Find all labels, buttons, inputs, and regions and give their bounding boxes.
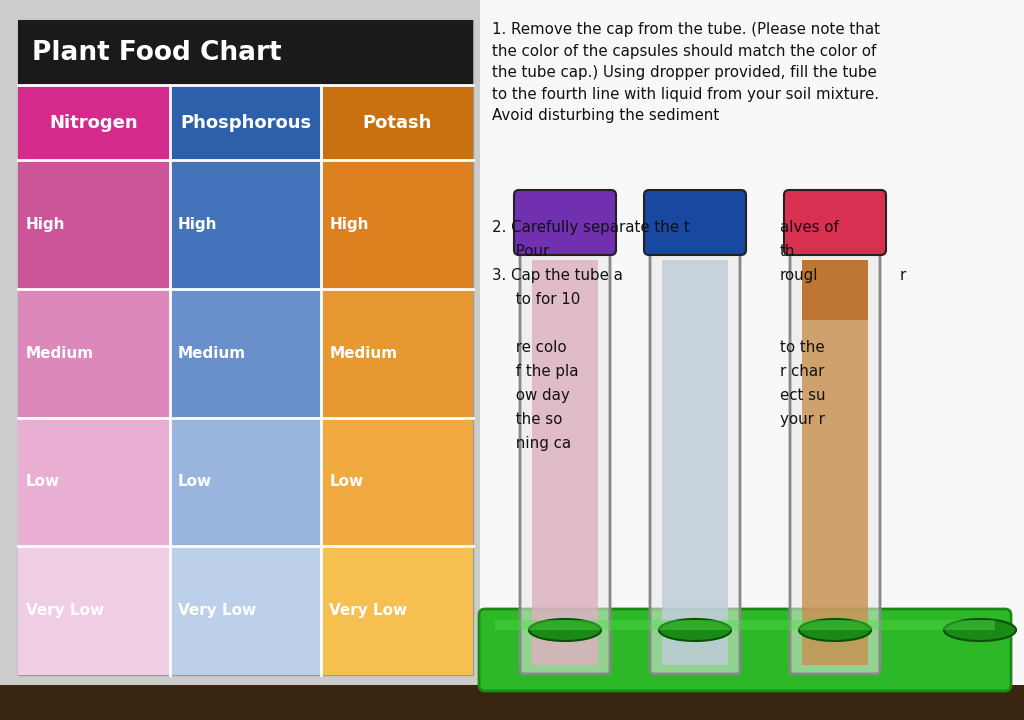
- Bar: [662, 260, 728, 665]
- Bar: [170, 546, 322, 675]
- Text: Nitrogen: Nitrogen: [49, 114, 138, 132]
- Text: Plant Food Chart: Plant Food Chart: [32, 40, 282, 66]
- Text: to the: to the: [780, 340, 824, 355]
- Bar: [18, 418, 170, 546]
- Text: Low: Low: [330, 474, 364, 490]
- Bar: [322, 85, 473, 160]
- Text: ow day: ow day: [492, 388, 569, 403]
- Bar: [322, 160, 473, 289]
- Bar: [170, 289, 322, 418]
- Text: Very Low: Very Low: [330, 603, 408, 618]
- Text: rougl: rougl: [780, 268, 818, 283]
- Text: Phosphorous: Phosphorous: [180, 114, 311, 132]
- Text: r char: r char: [780, 364, 824, 379]
- Ellipse shape: [529, 619, 601, 641]
- Text: Low: Low: [178, 474, 212, 490]
- Text: Medium: Medium: [26, 346, 94, 361]
- Text: High: High: [26, 217, 66, 232]
- Bar: [532, 260, 598, 665]
- Text: re colo: re colo: [492, 340, 566, 355]
- FancyBboxPatch shape: [520, 246, 610, 674]
- Bar: [322, 418, 473, 546]
- FancyBboxPatch shape: [650, 246, 740, 674]
- Bar: [170, 85, 322, 160]
- FancyBboxPatch shape: [644, 190, 746, 255]
- Bar: [170, 160, 322, 289]
- Text: 1. Remove the cap from the tube. (Please note that
the color of the capsules sho: 1. Remove the cap from the tube. (Please…: [492, 22, 880, 123]
- Bar: [322, 546, 473, 675]
- FancyBboxPatch shape: [514, 190, 616, 255]
- Text: the so: the so: [492, 412, 562, 427]
- Bar: [18, 20, 473, 85]
- Bar: [18, 160, 170, 289]
- Text: 2. Carefully separate the t: 2. Carefully separate the t: [492, 220, 690, 235]
- Text: Potash: Potash: [362, 114, 432, 132]
- Ellipse shape: [658, 619, 731, 641]
- Text: Low: Low: [26, 474, 60, 490]
- Text: th: th: [780, 244, 796, 259]
- Text: 3. Cap the tube a: 3. Cap the tube a: [492, 268, 623, 283]
- Text: Pour: Pour: [492, 244, 549, 259]
- Bar: [0, 685, 1024, 720]
- Bar: [802, 260, 868, 665]
- Bar: [18, 546, 170, 675]
- Text: High: High: [330, 217, 369, 232]
- Text: Very Low: Very Low: [26, 603, 104, 618]
- Text: alves of: alves of: [780, 220, 839, 235]
- Text: ning ca: ning ca: [492, 436, 571, 451]
- Bar: [802, 260, 868, 320]
- Text: r: r: [900, 268, 906, 283]
- Text: ect su: ect su: [780, 388, 825, 403]
- Text: your r: your r: [780, 412, 825, 427]
- FancyBboxPatch shape: [479, 609, 1011, 691]
- FancyBboxPatch shape: [784, 190, 886, 255]
- Bar: [18, 20, 473, 675]
- Ellipse shape: [799, 619, 871, 641]
- Text: Medium: Medium: [178, 346, 246, 361]
- Bar: [18, 85, 170, 160]
- Bar: [480, 0, 1024, 720]
- Text: High: High: [178, 217, 217, 232]
- Ellipse shape: [944, 619, 1016, 641]
- Bar: [170, 418, 322, 546]
- Bar: [322, 289, 473, 418]
- Bar: [18, 289, 170, 418]
- Text: f the pla: f the pla: [492, 364, 579, 379]
- FancyBboxPatch shape: [790, 246, 880, 674]
- Text: Very Low: Very Low: [178, 603, 256, 618]
- Bar: [495, 620, 995, 630]
- Text: to for 10: to for 10: [492, 292, 581, 307]
- Text: Medium: Medium: [330, 346, 397, 361]
